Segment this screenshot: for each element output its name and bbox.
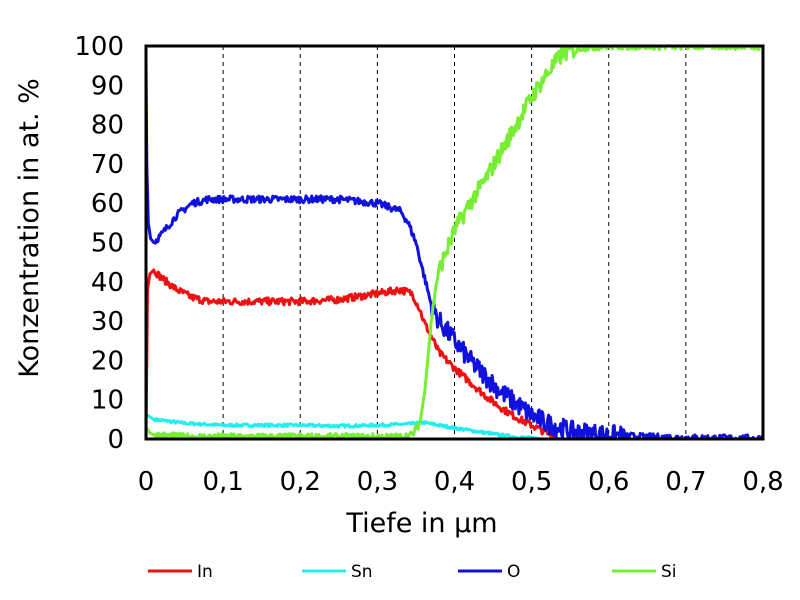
legend-label-in: In: [197, 562, 213, 582]
x-tick-label: 0,2: [280, 467, 321, 497]
y-tick-label: 20: [91, 346, 124, 376]
x-tick-label: 0,3: [357, 467, 398, 497]
legend-label-si: Si: [661, 562, 677, 582]
legend-label-sn: Sn: [351, 562, 373, 582]
y-tick-label: 10: [91, 386, 124, 416]
plot-frame: [144, 44, 765, 441]
series-line-sn: [144, 412, 548, 441]
x-tick-label: 0,7: [665, 467, 706, 497]
y-tick-label: 60: [91, 189, 124, 219]
x-tick-label: 0,5: [511, 467, 552, 497]
y-tick-label: 40: [91, 268, 124, 298]
legend-label-o: O: [507, 562, 520, 582]
y-tick-label: 30: [91, 307, 124, 337]
x-axis-title: Tiefe in µm: [345, 508, 497, 539]
x-tick-label: 0,1: [202, 467, 243, 497]
legend: In Sn O Si: [148, 562, 677, 582]
x-tick-labels: 0 0,1 0,2 0,3 0,4 0,5 0,6 0,7 0,8: [138, 467, 784, 497]
x-tick-label: 0,6: [588, 467, 629, 497]
y-tick-label: 0: [107, 425, 124, 455]
y-tick-label: 90: [91, 71, 124, 101]
y-tick-label: 80: [91, 111, 124, 141]
grid-layer: [222, 46, 687, 439]
x-tick-label: 0: [138, 467, 155, 497]
x-tick-label: 0,8: [742, 467, 783, 497]
y-axis-title: Konzentration in at. %: [14, 78, 45, 378]
y-tick-label: 100: [74, 32, 124, 62]
x-tick-label: 0,4: [434, 467, 475, 497]
y-tick-label: 50: [91, 229, 124, 259]
y-tick-labels: 0 10 20 30 40 50 60 70 80 90 100: [74, 32, 124, 455]
series-line-in: [144, 268, 560, 441]
y-tick-label: 70: [91, 150, 124, 180]
